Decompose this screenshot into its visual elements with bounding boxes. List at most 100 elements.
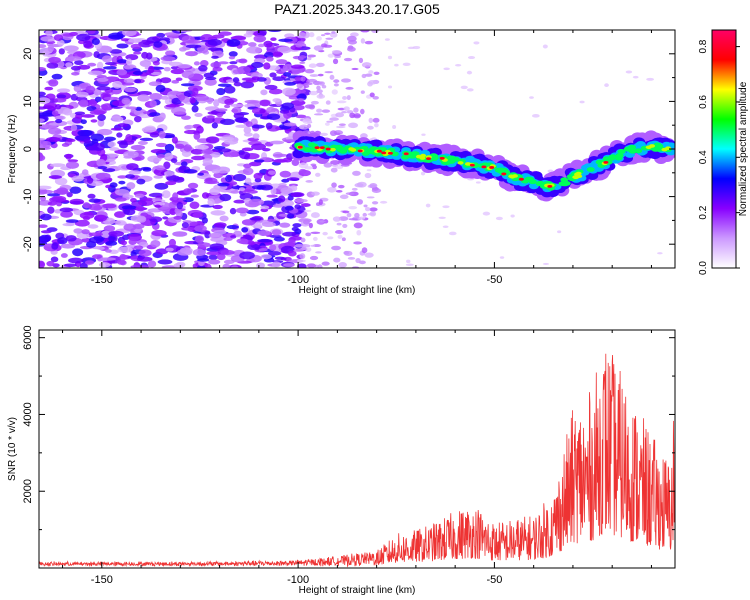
spectrogram-noise-blob	[40, 230, 52, 234]
spectrogram-noise-blob	[208, 259, 221, 265]
spectrogram-noise-blob	[216, 253, 226, 261]
spectrogram-noise-blob	[115, 189, 130, 196]
spectrogram-noise-blob	[89, 110, 106, 115]
spectrogram-noise-blob	[443, 67, 450, 71]
spectrogram-noise-blob	[369, 182, 378, 189]
spectrogram-noise-blob	[61, 143, 70, 147]
spectrogram-noise-blob	[184, 124, 194, 129]
spectrogram-noise-blob	[150, 239, 161, 248]
spectrogram-noise-blob	[251, 61, 264, 69]
spectrogram-noise-blob	[350, 32, 359, 37]
spectrogram-noise-blob	[282, 231, 297, 237]
spectrogram-noise-blob	[367, 125, 374, 130]
spectrogram-noise-blob	[229, 207, 237, 215]
spectrogram-noise-blob	[358, 216, 366, 220]
spectrogram-noise-blob	[84, 260, 95, 265]
spectrogram-noise-blob	[343, 57, 353, 62]
spectrogram-noise-blob	[466, 88, 474, 92]
spectrogram-noise-blob	[267, 65, 281, 71]
spectrogram-noise-blob	[216, 112, 224, 118]
spectrogram-noise-blob	[153, 41, 163, 48]
spectrogram-signal-blob	[481, 165, 487, 169]
spectrogram-noise-blob	[277, 195, 286, 203]
spectrogram-noise-blob	[44, 86, 54, 91]
spectrogram-noise-blob	[281, 87, 296, 96]
spectrogram-noise-blob	[220, 249, 235, 255]
spectrogram-noise-blob	[82, 202, 91, 209]
spectrogram-noise-blob	[114, 211, 126, 218]
spectrogram-noise-blob	[183, 129, 199, 135]
spectrogram-noise-blob	[102, 203, 117, 209]
spectrogram-noise-blob	[138, 249, 152, 257]
spectrogram-noise-blob	[56, 39, 65, 46]
spectrogram-noise-blob	[239, 251, 255, 260]
spectrogram-signal-blob	[303, 147, 312, 153]
spectrogram-signal-blob	[547, 184, 553, 188]
spectrogram-noise-blob	[185, 51, 198, 57]
spectrogram-noise-blob	[117, 246, 133, 253]
colorbar-tick-label: 0.6	[698, 95, 709, 109]
spectrogram-noise-blob	[223, 237, 233, 241]
spectrogram-noise-blob	[334, 55, 342, 59]
spectrogram-noise-blob	[217, 148, 232, 153]
spectrogram-noise-blob	[98, 262, 111, 268]
spectrogram-noise-blob	[116, 132, 123, 138]
spectrogram-noise-blob	[251, 143, 267, 151]
spectrogram-noise-blob	[110, 116, 124, 122]
spectrogram-noise-blob	[355, 257, 361, 264]
spectrogram-noise-blob	[48, 122, 63, 126]
spectrogram-noise-blob	[141, 126, 157, 133]
spectrogram-noise-blob	[271, 229, 282, 236]
spectrogram-noise-blob	[245, 121, 253, 128]
spectrogram-noise-blob	[406, 259, 411, 264]
spectrogram-noise-blob	[189, 221, 200, 227]
spectrogram-noise-blob	[259, 108, 266, 114]
spectrogram-noise-blob	[110, 127, 124, 131]
spectrogram-noise-blob	[197, 172, 204, 176]
spectrogram-noise-blob	[338, 184, 345, 189]
spectrogram-noise-blob	[223, 139, 239, 145]
spectrogram-noise-blob	[94, 96, 102, 102]
spectrogram-noise-blob	[126, 182, 136, 190]
spectrogram-noise-blob	[116, 43, 129, 49]
spectrogram-noise-blob	[233, 199, 246, 204]
spectrogram-noise-blob	[194, 235, 205, 244]
spectrogram-noise-blob	[269, 140, 285, 145]
y-tick-label: 20	[22, 48, 34, 60]
spectrogram-noise-blob	[68, 257, 84, 264]
spectrogram-noise-blob	[296, 83, 303, 89]
spectrogram-noise-blob	[55, 103, 62, 110]
spectrogram-noise-blob	[62, 223, 75, 227]
spectrogram-noise-blob	[263, 40, 273, 48]
snr-series-line	[39, 353, 675, 568]
spectrogram-noise-blob	[97, 128, 113, 136]
spectrogram-noise-blob	[346, 212, 352, 218]
spectrogram-noise-blob	[88, 98, 98, 107]
spectrogram-noise-blob	[233, 82, 242, 87]
spectrogram-noise-blob	[273, 236, 285, 242]
spectrogram-noise-blob	[194, 95, 210, 101]
spectrogram-noise-blob	[116, 259, 126, 265]
spectrogram-noise-blob	[48, 175, 62, 179]
spectrogram-noise-blob	[132, 223, 145, 229]
y-tick-label: 4000	[22, 402, 34, 426]
spectrogram-noise-blob	[283, 122, 297, 127]
spectrogram-noise-blob	[208, 254, 218, 260]
spectrogram-noise-blob	[160, 56, 176, 62]
spectrogram-noise-blob	[107, 141, 116, 148]
spectrogram-noise-blob	[364, 252, 374, 258]
spectrogram-noise-blob	[315, 172, 321, 177]
spectrogram-noise-blob	[246, 30, 253, 36]
spectrogram-noise-blob	[296, 259, 306, 263]
spectrogram-noise-blob	[316, 89, 323, 94]
spectrogram-noise-blob	[421, 133, 426, 136]
spectrogram-noise-blob	[137, 140, 148, 145]
spectrogram-noise-blob	[211, 122, 218, 129]
spectrogram-noise-blob	[176, 201, 184, 210]
spectrogram-noise-blob	[336, 222, 342, 226]
spectrogram-noise-blob	[139, 137, 154, 142]
spectrogram-noise-blob	[96, 61, 104, 70]
spectrogram-noise-blob	[226, 224, 240, 230]
spectrogram-noise-blob	[39, 234, 51, 243]
